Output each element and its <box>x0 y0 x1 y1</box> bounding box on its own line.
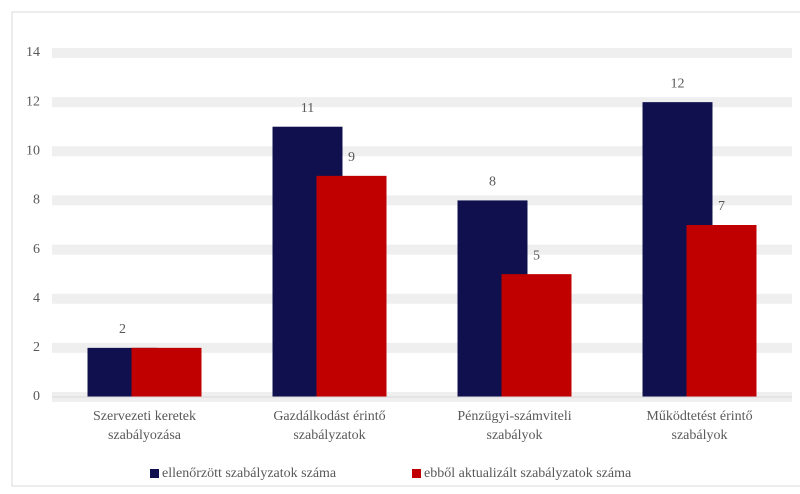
x-tick-label: Pénzügyi-számviteli <box>457 409 571 424</box>
data-label: 11 <box>301 101 314 116</box>
legend-swatch <box>412 469 421 478</box>
x-tick-label: szabályzatok <box>293 428 365 443</box>
data-label: 8 <box>489 175 496 190</box>
y-tick-label: 12 <box>26 94 40 109</box>
x-tick-label: szabályozása <box>108 428 182 443</box>
x-tick-label: Szervezeti keretek <box>93 409 196 424</box>
y-tick-label: 6 <box>33 242 40 257</box>
bar <box>316 175 387 397</box>
data-label: 12 <box>671 76 685 91</box>
bar <box>131 347 202 397</box>
x-tick-label: szabályok <box>487 428 543 443</box>
legend-label: ellenőrzött szabályzatok száma <box>162 466 337 481</box>
x-tick-label: Gazdálkodást érintő <box>273 409 385 424</box>
y-tick-label: 14 <box>26 45 40 60</box>
y-tick-label: 2 <box>33 340 40 355</box>
bar <box>686 225 757 397</box>
y-tick-label: 8 <box>33 193 40 208</box>
bar <box>501 274 572 397</box>
x-tick-label: szabályok <box>672 428 728 443</box>
legend-label: ebből aktualizált szabályzatok száma <box>424 466 632 481</box>
data-label: 7 <box>718 199 725 214</box>
y-tick-label: 0 <box>33 389 40 404</box>
data-label: 9 <box>348 150 355 165</box>
x-tick-label: Működtetést érintő <box>646 409 752 424</box>
chart-frame <box>11 11 800 487</box>
data-label: 2 <box>119 322 126 337</box>
y-tick-label: 4 <box>33 291 40 306</box>
y-tick-label: 10 <box>26 144 40 159</box>
data-label: 5 <box>533 248 540 263</box>
legend-swatch <box>150 469 159 478</box>
